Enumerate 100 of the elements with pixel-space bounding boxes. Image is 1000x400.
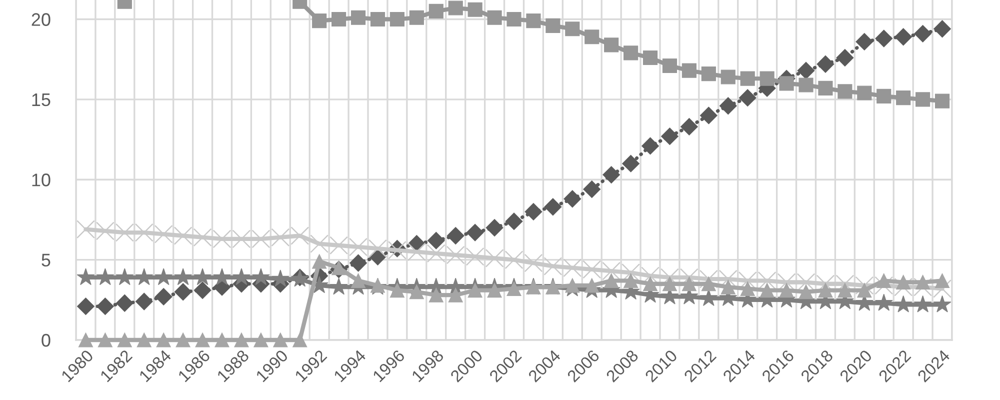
point bbox=[332, 260, 346, 276]
point bbox=[933, 295, 952, 312]
point bbox=[796, 273, 816, 292]
point bbox=[584, 278, 600, 293]
point bbox=[662, 58, 678, 74]
point bbox=[798, 284, 814, 300]
point bbox=[136, 332, 152, 348]
point bbox=[174, 283, 192, 301]
point bbox=[409, 284, 424, 300]
point bbox=[292, 332, 308, 348]
point bbox=[758, 272, 776, 290]
point bbox=[466, 224, 484, 242]
point bbox=[446, 227, 464, 244]
point bbox=[428, 288, 444, 302]
y-tick-label: 15 bbox=[32, 94, 50, 106]
point bbox=[740, 281, 755, 296]
point bbox=[194, 268, 212, 286]
point bbox=[546, 18, 560, 33]
y-tick-label: 5 bbox=[42, 254, 50, 267]
point bbox=[234, 332, 249, 348]
point bbox=[779, 282, 794, 298]
point bbox=[760, 71, 774, 86]
point bbox=[332, 12, 346, 27]
point bbox=[116, 224, 134, 242]
point bbox=[779, 76, 794, 91]
point bbox=[642, 50, 658, 66]
point bbox=[487, 10, 502, 25]
point bbox=[252, 268, 270, 286]
point bbox=[506, 281, 522, 296]
point bbox=[604, 38, 619, 52]
point bbox=[875, 30, 893, 48]
point bbox=[896, 274, 911, 290]
point bbox=[194, 282, 212, 299]
point bbox=[504, 250, 524, 269]
point bbox=[661, 128, 678, 146]
point bbox=[390, 282, 404, 298]
point bbox=[680, 118, 698, 136]
point bbox=[622, 154, 640, 172]
point bbox=[524, 203, 542, 220]
point bbox=[584, 30, 600, 44]
point bbox=[487, 282, 502, 298]
point bbox=[760, 282, 774, 298]
point bbox=[96, 222, 114, 240]
point bbox=[98, 332, 112, 348]
point bbox=[96, 298, 114, 316]
point bbox=[740, 71, 755, 86]
point bbox=[857, 282, 872, 298]
point bbox=[486, 219, 504, 236]
point bbox=[682, 276, 696, 292]
point bbox=[642, 137, 659, 155]
point bbox=[700, 106, 718, 124]
point bbox=[350, 10, 366, 25]
point bbox=[818, 80, 833, 96]
point bbox=[135, 292, 153, 310]
point bbox=[544, 257, 562, 276]
point bbox=[701, 276, 716, 292]
point bbox=[486, 249, 504, 268]
point bbox=[916, 92, 930, 107]
point bbox=[505, 212, 523, 230]
point bbox=[583, 180, 601, 198]
point bbox=[682, 63, 696, 78]
point bbox=[370, 12, 386, 27]
point bbox=[448, 288, 463, 302]
point bbox=[506, 12, 522, 27]
point bbox=[427, 232, 445, 250]
y-tick-label: 20 bbox=[32, 13, 50, 26]
point bbox=[135, 224, 154, 242]
point bbox=[876, 273, 892, 288]
point bbox=[390, 12, 404, 27]
point bbox=[564, 190, 582, 208]
point bbox=[894, 295, 912, 312]
point bbox=[914, 24, 932, 42]
point bbox=[468, 2, 482, 17]
point bbox=[350, 254, 367, 272]
point bbox=[117, 332, 132, 348]
point bbox=[526, 14, 541, 28]
point bbox=[154, 268, 173, 286]
point bbox=[856, 33, 874, 50]
point bbox=[254, 332, 268, 348]
point bbox=[797, 62, 815, 80]
point bbox=[312, 254, 327, 269]
point bbox=[544, 198, 562, 216]
point bbox=[565, 22, 580, 36]
point bbox=[719, 97, 737, 115]
point bbox=[701, 66, 716, 82]
point bbox=[154, 288, 172, 306]
point bbox=[662, 276, 678, 292]
point bbox=[427, 244, 446, 262]
y-tick-label: 0 bbox=[42, 334, 50, 347]
point bbox=[816, 55, 834, 73]
point bbox=[604, 273, 619, 288]
point bbox=[195, 332, 210, 348]
point bbox=[798, 78, 814, 92]
point bbox=[448, 0, 463, 16]
point bbox=[934, 20, 951, 38]
point bbox=[156, 332, 171, 348]
point bbox=[194, 228, 212, 246]
point bbox=[409, 10, 424, 25]
point bbox=[428, 4, 444, 19]
point bbox=[836, 49, 854, 66]
